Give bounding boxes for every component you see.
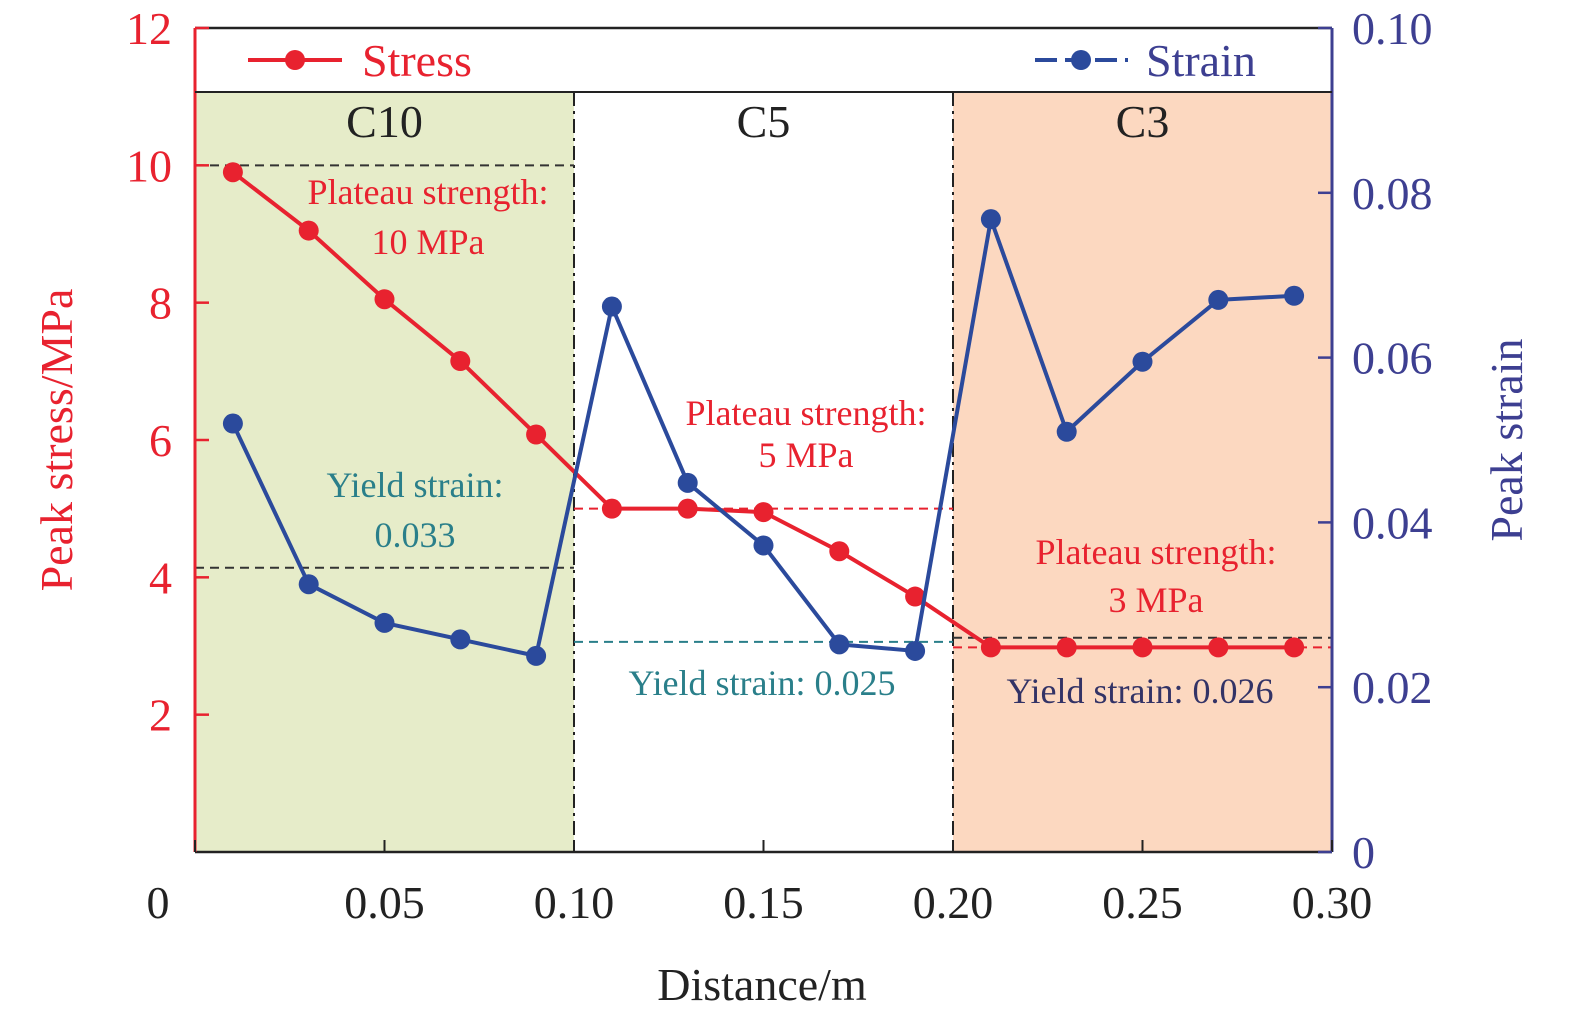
stress-point: [1056, 637, 1077, 658]
annotation-1-line-2: 10 MPa: [371, 222, 484, 262]
stress-point: [1208, 637, 1229, 658]
x-tick-label: 0.10: [534, 877, 615, 928]
strain-point: [905, 640, 926, 661]
stress-point: [829, 541, 850, 562]
y-axis-right-label: Peak strain: [1481, 338, 1532, 541]
stress-point: [1284, 637, 1305, 658]
x-tick-label: 0.30: [1292, 877, 1373, 928]
annotation-2-line-1: Yield strain:: [327, 465, 504, 505]
annotations: Plateau strength: 10 MPa Yield strain: 0.03…: [308, 172, 1277, 711]
series-layer: [222, 162, 1305, 666]
y-left-tick-label: 8: [149, 278, 172, 329]
stress-point: [298, 220, 319, 241]
annotation-4-line-1: Yield strain: 0.025: [629, 663, 896, 703]
y-right-tick-label: 0.10: [1352, 3, 1433, 54]
y-left-tick-label: 12: [126, 3, 172, 54]
stress-point: [753, 502, 774, 523]
strain-point: [222, 413, 243, 434]
y-left-tick-label: 10: [126, 140, 172, 191]
strain-point: [1132, 351, 1153, 372]
zone-c10: [195, 92, 574, 852]
annotation-3-line-1: Plateau strength:: [686, 393, 927, 433]
strain-point: [601, 296, 622, 317]
stress-point: [601, 498, 622, 519]
zone-backgrounds: C10 C5 C3: [195, 92, 1332, 852]
y-right-tick-label: 0.06: [1352, 333, 1433, 384]
legend-strain-marker: [1071, 50, 1091, 70]
y-left-tick-label: 2: [149, 690, 172, 741]
x-tick-label: 0: [147, 877, 170, 928]
strain-point: [980, 209, 1001, 230]
x-tick-label: 0.05: [344, 877, 425, 928]
annotation-6-line-1: Yield strain: 0.026: [1007, 671, 1274, 711]
zone-c3: [953, 92, 1332, 852]
stress-point: [222, 162, 243, 183]
strain-point: [526, 645, 547, 666]
strain-point: [298, 574, 319, 595]
strain-point: [450, 629, 471, 650]
y-right-tick-label: 0.04: [1352, 497, 1433, 548]
stress-point: [450, 351, 471, 372]
x-tick-label: 0.25: [1102, 877, 1183, 928]
y-left-tick-label: 4: [149, 552, 172, 603]
legend-stress-label: Stress: [362, 35, 472, 86]
legend: Stress Strain: [248, 35, 1256, 86]
strain-point: [1208, 289, 1229, 310]
legend-strain-label: Strain: [1146, 35, 1256, 86]
annotation-5-line-1: Plateau strength:: [1036, 532, 1277, 572]
annotation-2-line-2: 0.033: [375, 515, 456, 555]
stress-point: [374, 289, 395, 310]
axes: Distance/m Peak stress/MPa Peak strain 0…: [31, 3, 1532, 1010]
legend-stress-marker: [285, 50, 305, 70]
strain-point: [374, 612, 395, 633]
y-left-tick-label: 6: [149, 415, 172, 466]
x-axis-label: Distance/m: [657, 959, 867, 1010]
x-tick-label: 0.20: [913, 877, 994, 928]
strain-point: [1056, 421, 1077, 442]
strain-point: [1284, 285, 1305, 306]
strain-point: [677, 472, 698, 493]
stress-point: [980, 637, 1001, 658]
zone-label-c5: C5: [737, 96, 791, 147]
y-right-tick-label: 0.08: [1352, 168, 1433, 219]
y-right-tick-label: 0.02: [1352, 662, 1433, 713]
zone-label-c3: C3: [1116, 96, 1170, 147]
zone-c5: [574, 92, 953, 852]
strain-point: [753, 535, 774, 556]
x-tick-label: 0.15: [723, 877, 804, 928]
strain-point: [829, 634, 850, 655]
stress-point: [677, 498, 698, 519]
stress-point: [526, 424, 547, 445]
zone-label-c10: C10: [346, 96, 423, 147]
y-axis-left-label: Peak stress/MPa: [31, 289, 82, 592]
y-right-tick-label: 0: [1352, 827, 1375, 878]
annotation-1-line-1: Plateau strength:: [308, 172, 549, 212]
annotation-3-line-2: 5 MPa: [758, 435, 853, 475]
stress-point: [905, 586, 926, 607]
annotation-5-line-2: 3 MPa: [1108, 580, 1203, 620]
stress-point: [1132, 637, 1153, 658]
